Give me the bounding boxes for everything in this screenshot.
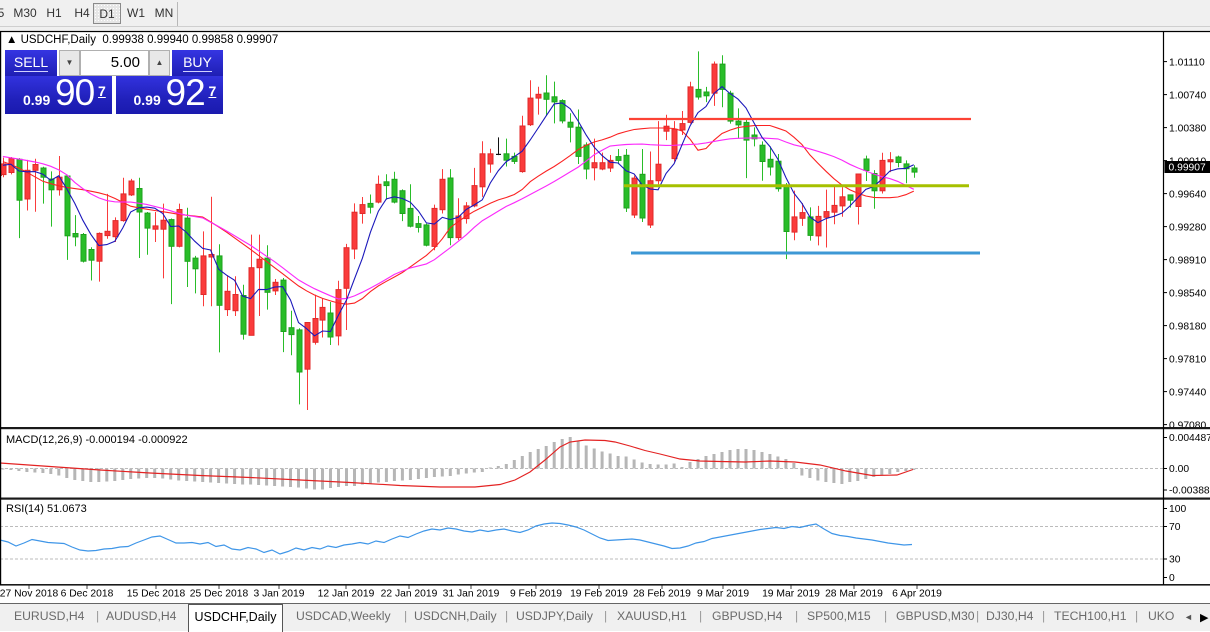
svg-text:3 Jan 2019: 3 Jan 2019: [254, 589, 305, 600]
svg-text:28 Feb 2019: 28 Feb 2019: [633, 589, 691, 600]
svg-text:28 Mar 2019: 28 Mar 2019: [825, 589, 883, 600]
svg-text:15 Dec 2018: 15 Dec 2018: [127, 589, 186, 600]
svg-text:70: 70: [1169, 522, 1181, 533]
svg-text:0.97080: 0.97080: [1169, 420, 1206, 431]
svg-text:100: 100: [1169, 504, 1186, 515]
svg-text:0.99907: 0.99907: [1169, 163, 1206, 174]
svg-text:27 Nov 2018: 27 Nov 2018: [0, 589, 58, 600]
svg-text:MACD(12,26,9) -0.000194 -0.000: MACD(12,26,9) -0.000194 -0.000922: [6, 434, 188, 446]
svg-text:31 Jan 2019: 31 Jan 2019: [443, 589, 500, 600]
svg-text:19 Mar 2019: 19 Mar 2019: [762, 589, 820, 600]
svg-text:0.97810: 0.97810: [1169, 354, 1206, 365]
svg-text:0.97440: 0.97440: [1169, 387, 1206, 398]
svg-text:1.00740: 1.00740: [1169, 90, 1206, 101]
svg-text:-0.003883: -0.003883: [1169, 486, 1210, 497]
svg-text:9 Feb 2019: 9 Feb 2019: [510, 589, 562, 600]
svg-text:0: 0: [1169, 573, 1175, 584]
svg-text:22 Jan 2019: 22 Jan 2019: [381, 589, 438, 600]
svg-text:6 Dec 2018: 6 Dec 2018: [61, 589, 114, 600]
svg-text:6 Apr 2019: 6 Apr 2019: [892, 589, 942, 600]
svg-text:12 Jan 2019: 12 Jan 2019: [318, 589, 375, 600]
svg-text:1.01110: 1.01110: [1169, 57, 1205, 68]
svg-text:9 Mar 2019: 9 Mar 2019: [697, 589, 749, 600]
svg-text:30: 30: [1169, 555, 1181, 566]
svg-text:0.99280: 0.99280: [1169, 222, 1206, 233]
svg-text:0.004487: 0.004487: [1169, 433, 1210, 444]
svg-text:1.00380: 1.00380: [1169, 123, 1206, 134]
svg-text:0.99640: 0.99640: [1169, 189, 1206, 200]
svg-text:RSI(14) 51.0673: RSI(14) 51.0673: [6, 503, 87, 515]
svg-text:0.98180: 0.98180: [1169, 321, 1206, 332]
svg-text:0.98540: 0.98540: [1169, 288, 1206, 299]
svg-text:25 Dec 2018: 25 Dec 2018: [190, 589, 249, 600]
svg-text:19 Feb 2019: 19 Feb 2019: [570, 589, 628, 600]
svg-text:0.00: 0.00: [1169, 464, 1189, 475]
svg-text:0.98910: 0.98910: [1169, 255, 1206, 266]
